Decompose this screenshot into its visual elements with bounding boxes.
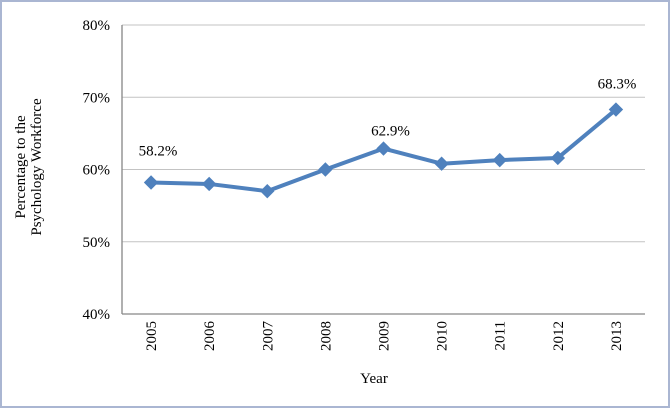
data-label-62.9%: 62.9% [371,124,410,140]
data-point-2011 [492,152,507,168]
y-tick-label-50%: 50% [83,235,111,251]
data-point-2009 [376,141,391,156]
x-tick-label-2012: 2012 [551,321,567,351]
y-tick-label-60%: 60% [83,163,111,179]
y-tick-label-70%: 70% [83,90,111,106]
data-point-2008 [318,162,333,177]
data-point-2007 [260,183,275,199]
x-tick-label-2006: 2006 [202,321,218,352]
x-tick-label-2011: 2011 [493,321,509,350]
x-axis-title: Year [360,371,388,387]
x-tick-label-2013: 2013 [609,321,625,351]
y-axis-title-line-1: Percentage to the [13,115,29,219]
data-point-2010 [434,156,449,171]
data-point-2006 [201,176,217,192]
y-axis-title-line-2: Psychology Workforce [29,98,45,236]
x-tick-label-2009: 2009 [377,321,393,351]
data-point-2005 [143,175,159,190]
y-tick-label-80%: 80% [83,18,111,34]
data-label-58.2%: 58.2% [139,144,178,160]
x-tick-label-2005: 2005 [144,321,160,351]
x-tick-label-2008: 2008 [318,321,334,351]
x-tick-label-2007: 2007 [260,321,276,352]
data-label-68.3%: 68.3% [598,77,637,93]
data-point-2012 [550,150,566,166]
x-tick-label-2010: 2010 [435,321,451,351]
y-tick-label-40%: 40% [83,307,111,323]
data-point-2013 [608,102,624,117]
y-axis-title: Percentage to the Psychology Workforce [13,37,45,297]
